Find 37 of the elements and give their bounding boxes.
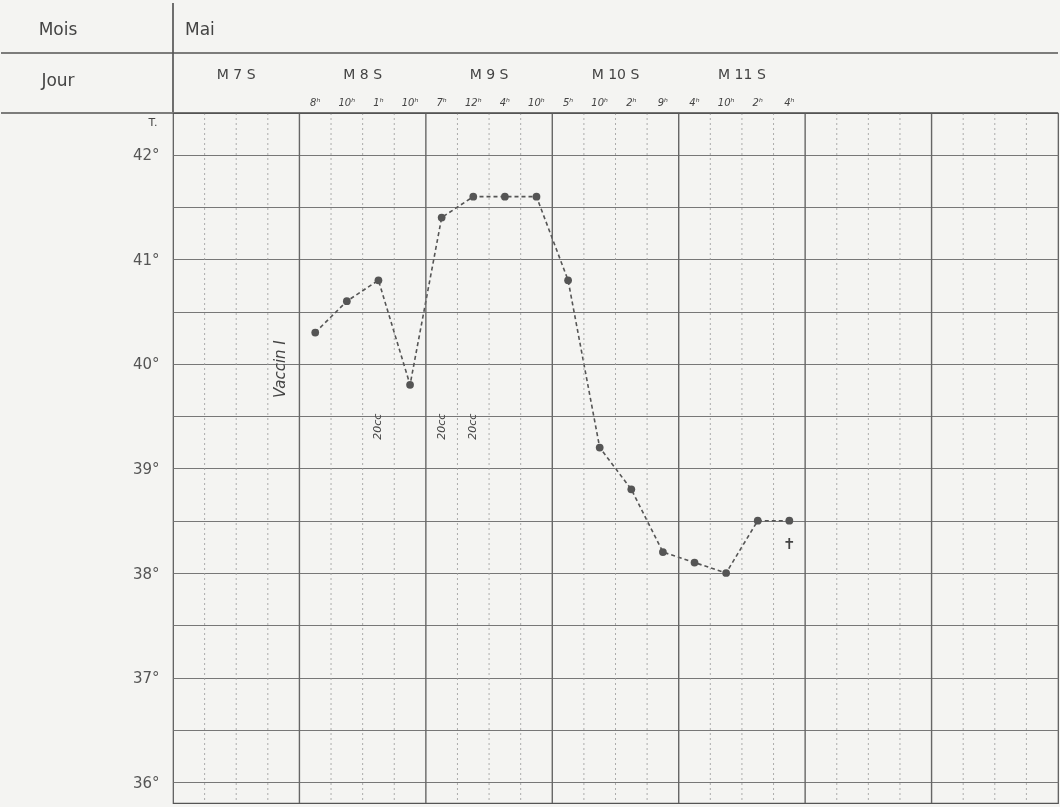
annotation: ✝ (783, 534, 796, 553)
annotation: Vaccin I (271, 339, 290, 399)
x-tick-label: 10ʰ (717, 97, 735, 108)
text: M 10 S (591, 66, 640, 82)
y-tick-label: 38° (132, 564, 160, 583)
x-tick-label: 2ʰ (626, 97, 637, 108)
y-tick-label: 36° (132, 773, 160, 792)
text: M 11 S (718, 66, 766, 82)
x-tick-label: 4ʰ (784, 97, 795, 108)
x-tick-label: 7ʰ (436, 97, 447, 108)
x-tick-label: 4ʰ (499, 97, 511, 108)
y-tick-label: 41° (132, 250, 160, 269)
x-tick-label: 2ʰ (752, 97, 763, 108)
annotation: 20cc (434, 413, 448, 440)
x-tick-label: 12ʰ (464, 97, 482, 108)
x-tick-label: 5ʰ (562, 97, 574, 108)
y-tick-label: 42° (132, 146, 160, 165)
x-tick-label: 10ʰ (528, 97, 545, 108)
y-tick-label: 40° (132, 355, 160, 374)
annotation: 20cc (371, 413, 385, 440)
x-tick-label: 10ʰ (338, 97, 356, 108)
x-tick-label: 10ʰ (591, 97, 609, 108)
y-tick-label: 37° (132, 669, 160, 688)
annotation: 20cc (466, 413, 480, 440)
y-tick-label: 39° (132, 459, 160, 478)
text: T. (147, 116, 158, 129)
x-tick-label: 10ʰ (401, 97, 419, 108)
x-tick-label: 1ʰ (373, 97, 384, 108)
x-tick-label: 4ʰ (689, 97, 700, 108)
x-tick-label: 8ʰ (310, 97, 321, 108)
text: Mai (185, 19, 215, 39)
x-tick-label: 9ʰ (657, 97, 669, 108)
text: M 9 S (469, 66, 509, 82)
text: M 7 S (216, 66, 256, 82)
text: Mois (38, 19, 78, 39)
text: M 8 S (343, 66, 383, 82)
text: Jour (40, 70, 75, 90)
